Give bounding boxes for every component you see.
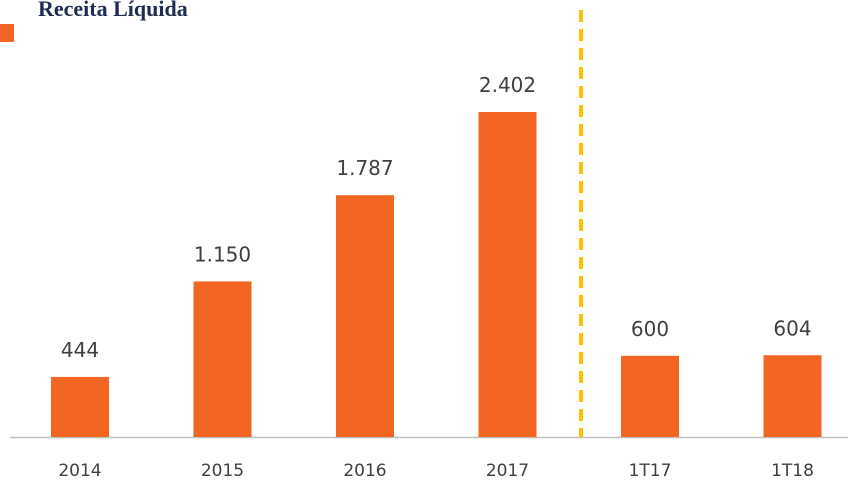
bar — [621, 355, 679, 437]
x-tick-label: 2015 — [201, 461, 244, 481]
x-tick-label: 2016 — [343, 461, 386, 481]
bar — [51, 376, 109, 437]
data-label: 2.402 — [479, 73, 536, 97]
data-label: 1.787 — [336, 156, 393, 180]
x-tick-label: 2014 — [58, 461, 101, 481]
x-tick-label: 1T18 — [771, 461, 814, 481]
bar — [478, 112, 537, 437]
bar — [336, 195, 394, 437]
title-marker — [0, 24, 14, 42]
data-label: 600 — [631, 317, 669, 341]
data-label: 444 — [61, 338, 99, 362]
x-tick-label: 1T17 — [629, 461, 672, 481]
chart-title: Receita Líquida — [38, 0, 188, 21]
data-label: 1.150 — [194, 242, 251, 266]
bar — [763, 355, 822, 437]
data-label: 604 — [773, 316, 811, 340]
bar — [193, 281, 252, 437]
x-tick-label: 2017 — [486, 461, 529, 481]
